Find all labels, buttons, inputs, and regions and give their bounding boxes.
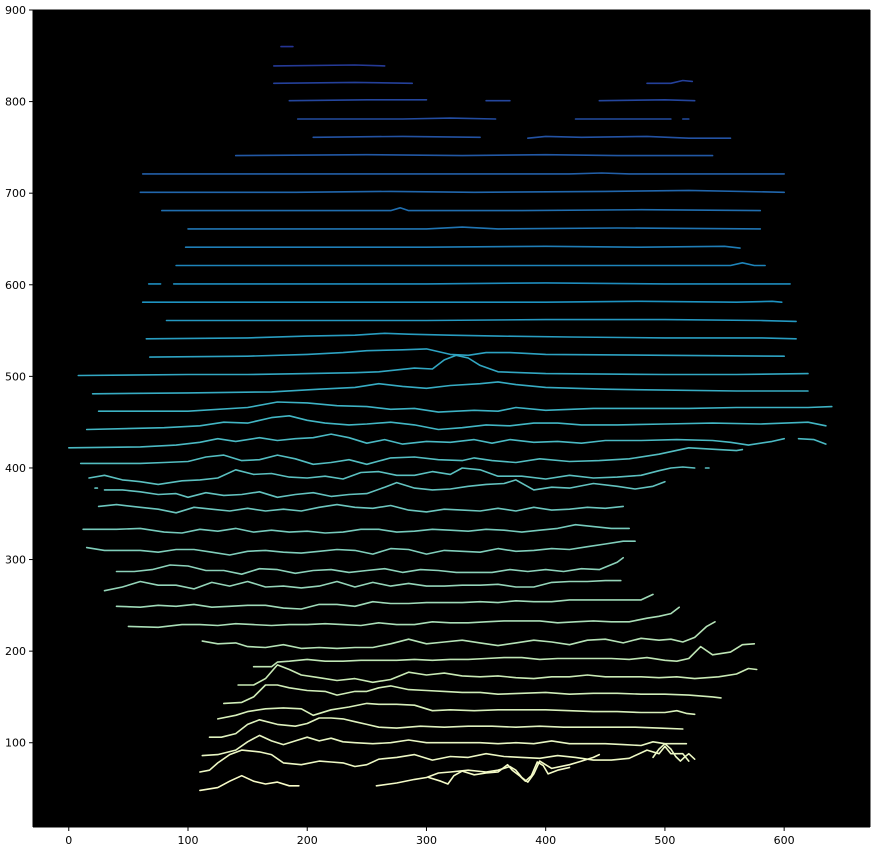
series-line-22 — [165, 318, 797, 323]
series-line-3 — [646, 79, 694, 85]
y-tick-label: 300 — [5, 554, 26, 567]
axes — [32, 9, 871, 828]
y-tick-label: 900 — [5, 4, 26, 17]
x-tick-label: 100 — [178, 834, 199, 847]
series-line-29 — [68, 433, 785, 449]
series-line-2 — [273, 81, 413, 85]
series-line-47 — [217, 702, 696, 720]
series-line-23 — [145, 332, 797, 340]
series-line-32 — [88, 466, 696, 486]
y-tick-label: 500 — [5, 370, 26, 383]
series-line-42 — [127, 606, 680, 629]
series-line-43 — [201, 621, 716, 650]
x-tick-label: 500 — [654, 834, 675, 847]
series-line-1 — [273, 64, 386, 67]
series-line-18 — [175, 262, 766, 267]
x-tick-label: 200 — [297, 834, 318, 847]
series-line-15 — [161, 207, 762, 212]
series-line-11 — [527, 135, 732, 139]
series-line-50 — [199, 745, 690, 773]
y-ticks: 100 200 300 400 500 600 700 800 900 — [5, 4, 33, 750]
series-line-54 — [652, 742, 696, 762]
series-line-14 — [139, 189, 785, 194]
series-line-27 — [97, 401, 833, 413]
series-line-25 — [77, 354, 809, 377]
x-tick-label: 400 — [535, 834, 556, 847]
series-line-51 — [199, 774, 300, 792]
series-line-4 — [288, 99, 428, 102]
y-tick-label: 200 — [5, 645, 26, 658]
x-tick-label: 300 — [416, 834, 437, 847]
series-line-13 — [141, 172, 785, 175]
series-line-39 — [115, 556, 624, 575]
series-line-49 — [201, 734, 688, 757]
series-line-20 — [172, 282, 791, 285]
y-tick-label: 700 — [5, 187, 26, 200]
series-line-53 — [428, 761, 571, 785]
series-line-36 — [97, 503, 624, 514]
series-line-38 — [85, 540, 636, 556]
y-tick-label: 800 — [5, 96, 26, 109]
series-line-24 — [149, 348, 785, 358]
series-line-30 — [797, 437, 827, 445]
series-line-46 — [223, 684, 722, 705]
series-line-52 — [375, 753, 601, 787]
series-line-45 — [237, 664, 758, 686]
series-line-17 — [184, 245, 741, 249]
x-ticks: 0 100 200 300 400 500 600 — [65, 827, 795, 847]
series-line-41 — [115, 593, 654, 610]
series-line-16 — [187, 226, 762, 230]
series-group — [68, 45, 833, 792]
series-line-40 — [103, 579, 622, 592]
y-tick-label: 400 — [5, 462, 26, 475]
x-tick-label: 0 — [65, 834, 72, 847]
x-tick-label: 600 — [774, 834, 795, 847]
plot-area — [33, 10, 870, 827]
series-line-10 — [312, 135, 481, 139]
series-line-7 — [296, 117, 497, 120]
series-line-6 — [598, 99, 696, 102]
series-line-12 — [234, 153, 714, 157]
series-line-28 — [85, 415, 827, 431]
series-line-21 — [141, 300, 783, 303]
y-tick-label: 100 — [5, 737, 26, 750]
series-line-31 — [79, 447, 744, 466]
series-line-44 — [252, 643, 756, 668]
series-line-35 — [103, 479, 666, 499]
y-tick-label: 600 — [5, 279, 26, 292]
series-line-37 — [82, 523, 630, 534]
series-line-48 — [208, 717, 684, 738]
series-line-26 — [91, 381, 809, 395]
